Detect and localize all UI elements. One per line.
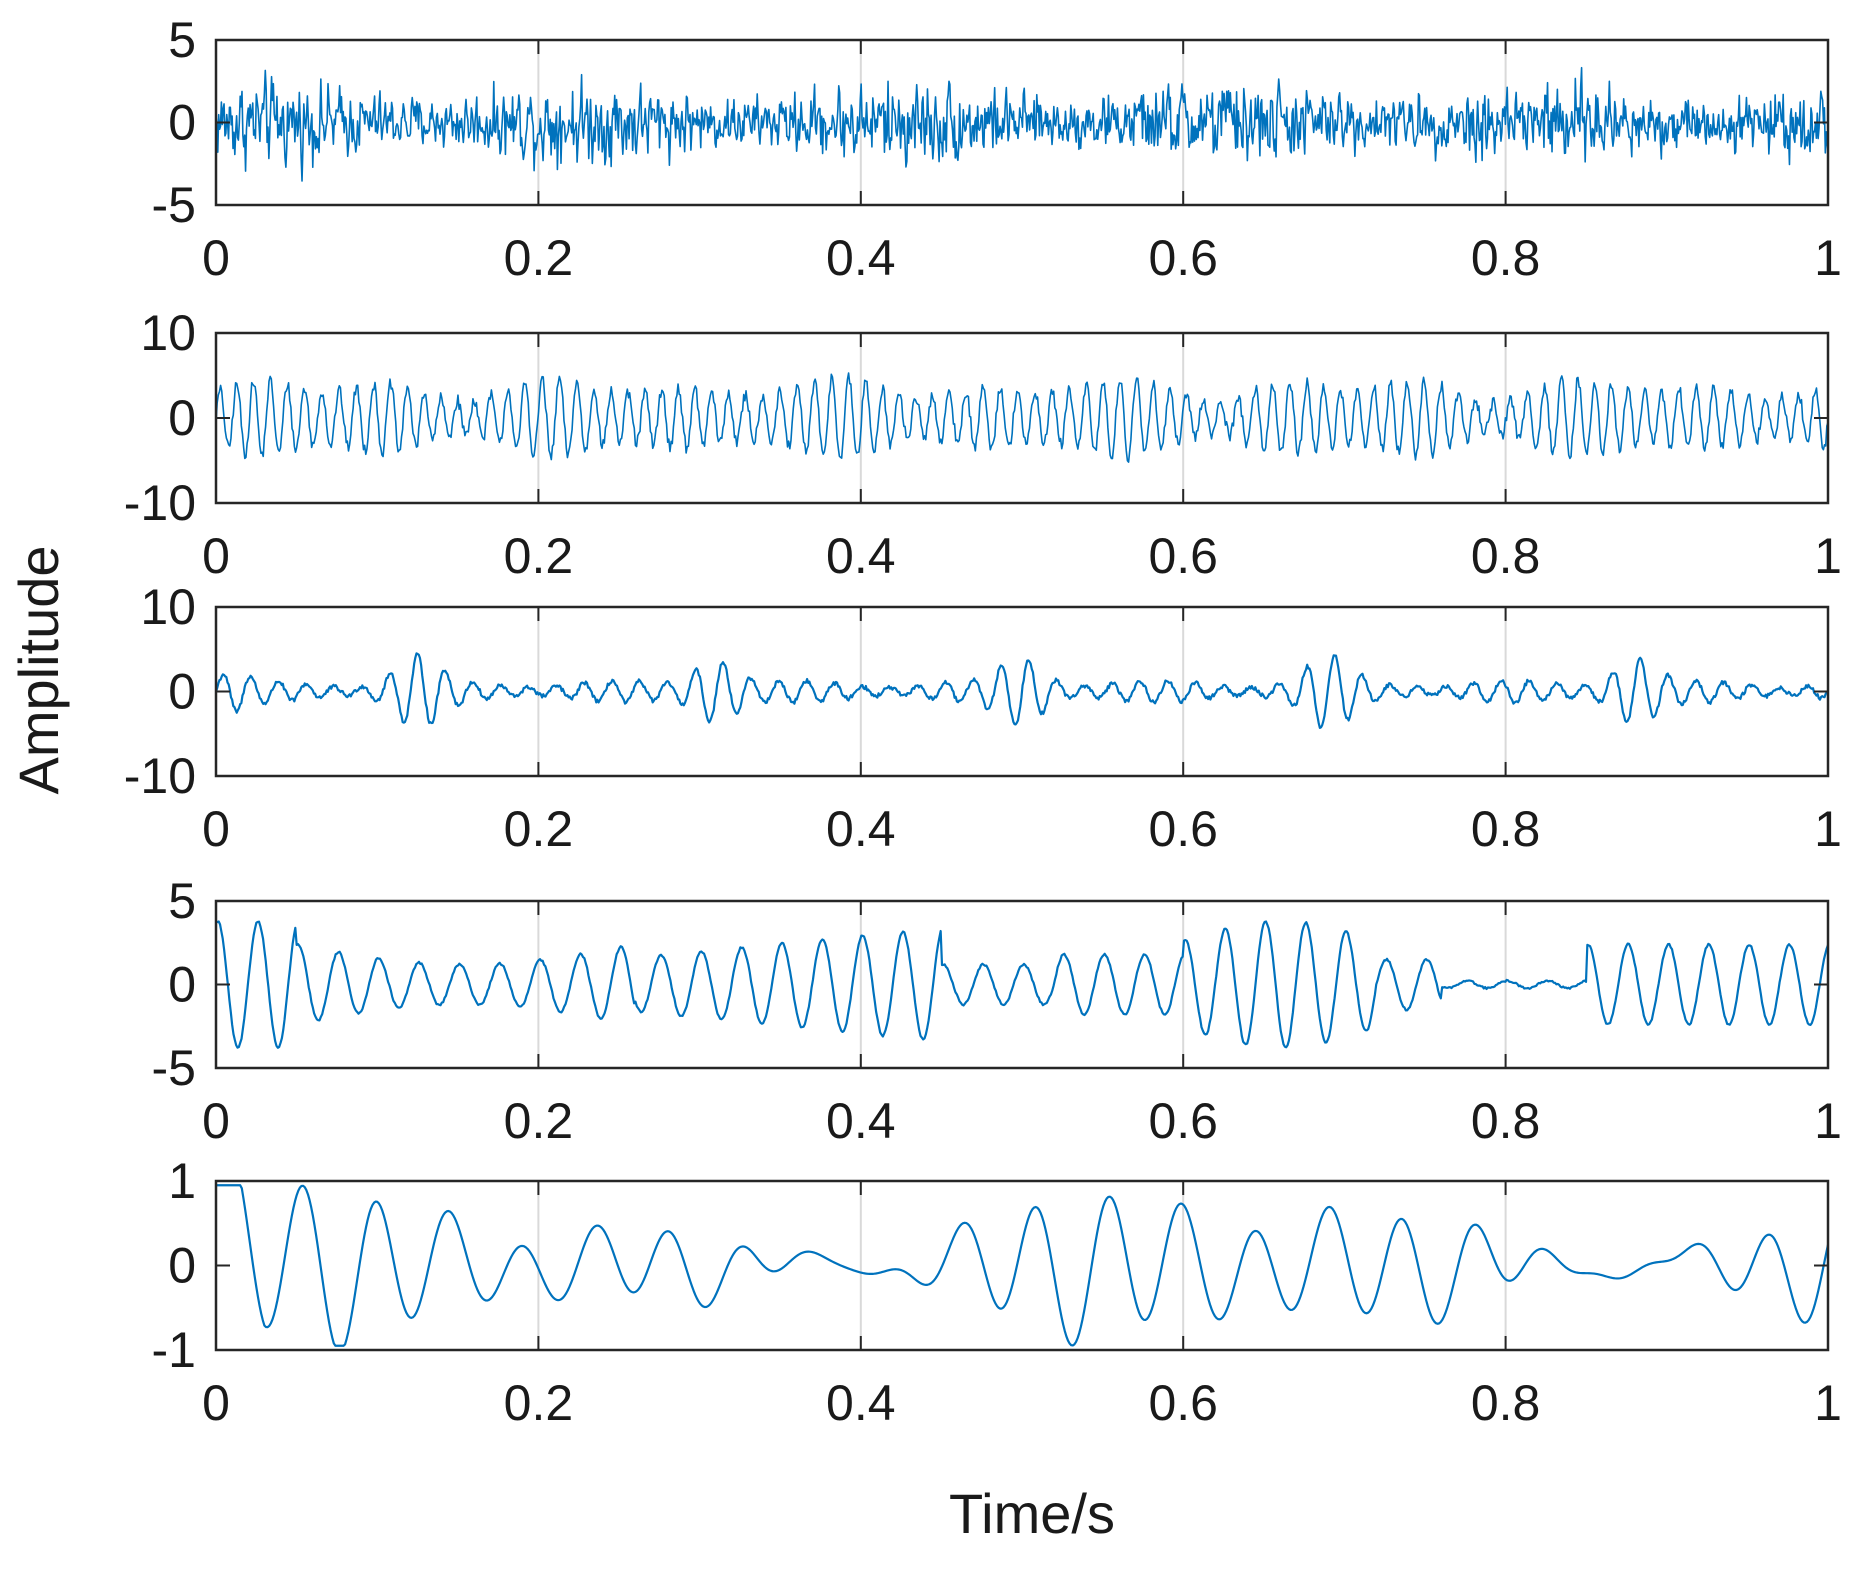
- x-tick-label: 0: [202, 230, 230, 286]
- x-tick-label: 0.2: [504, 230, 574, 286]
- x-tick-label: 0.8: [1471, 801, 1541, 857]
- x-tick-label: 0.4: [826, 230, 896, 286]
- x-tick-label: 0.8: [1471, 1375, 1541, 1431]
- x-tick-label: 0.4: [826, 801, 896, 857]
- y-tick-label: -10: [124, 748, 196, 804]
- y-tick-label: -5: [152, 177, 196, 233]
- signal-line-2: [215, 372, 1829, 463]
- x-tick-label: 1: [1814, 230, 1842, 286]
- x-tick-label: 0: [202, 1375, 230, 1431]
- y-tick-label: -5: [152, 1040, 196, 1096]
- subplot-5: 0 0.2 0.4 0.6 0.8 110-1: [152, 1153, 1842, 1431]
- y-tick-label: 0: [168, 390, 196, 446]
- signal-line-1: [215, 66, 1829, 182]
- y-tick-label: 10: [140, 579, 196, 635]
- x-tick-label: 0.4: [826, 1375, 896, 1431]
- x-tick-label: 0.6: [1148, 230, 1218, 286]
- y-tick-label: 0: [168, 1238, 196, 1294]
- x-tick-label: 1: [1814, 1093, 1842, 1149]
- axes-box: [214, 1179, 1830, 1352]
- x-tick-label: 0.6: [1148, 801, 1218, 857]
- x-tick-label: 0.2: [504, 801, 574, 857]
- x-tick-label: 0.2: [504, 528, 574, 584]
- y-tick-label: 0: [168, 95, 196, 151]
- x-tick-label: 0.2: [504, 1375, 574, 1431]
- x-tick-label: 0.8: [1471, 230, 1541, 286]
- signal-line-5: [216, 1184, 1830, 1347]
- x-axis-label: Time/s: [949, 1482, 1115, 1545]
- x-tick-label: 0.4: [826, 1093, 896, 1149]
- x-tick-label: 0: [202, 801, 230, 857]
- signal-line-3: [214, 652, 1829, 730]
- x-tick-label: 1: [1814, 1375, 1842, 1431]
- y-tick-label: -1: [152, 1322, 196, 1378]
- x-tick-label: 0.2: [504, 1093, 574, 1149]
- subplot-4: 0 0.2 0.4 0.6 0.8 150-5: [152, 873, 1842, 1149]
- x-tick-label: 0.4: [826, 528, 896, 584]
- x-tick-label: 0.6: [1148, 528, 1218, 584]
- y-tick-label: 1: [168, 1153, 196, 1209]
- y-tick-label: -10: [124, 475, 196, 531]
- x-tick-label: 0.6: [1148, 1093, 1218, 1149]
- y-tick-label: 5: [168, 12, 196, 68]
- y-tick-label: 0: [168, 957, 196, 1013]
- x-tick-label: 1: [1814, 528, 1842, 584]
- x-tick-label: 1: [1814, 801, 1842, 857]
- x-tick-label: 0: [202, 1093, 230, 1149]
- y-tick-label: 10: [140, 305, 196, 361]
- x-tick-label: 0.8: [1471, 1093, 1541, 1149]
- signal-line-4: [215, 920, 1830, 1049]
- axes-box: [214, 899, 1830, 1070]
- y-tick-label: 0: [168, 664, 196, 720]
- y-tick-label: 5: [168, 873, 196, 929]
- x-tick-label: 0.6: [1148, 1375, 1218, 1431]
- y-axis-label: Amplitude: [7, 545, 70, 794]
- x-tick-label: 0: [202, 528, 230, 584]
- subplot-1: 0 0.2 0.4 0.6 0.8 150-5: [152, 12, 1842, 286]
- x-tick-label: 0.8: [1471, 528, 1541, 584]
